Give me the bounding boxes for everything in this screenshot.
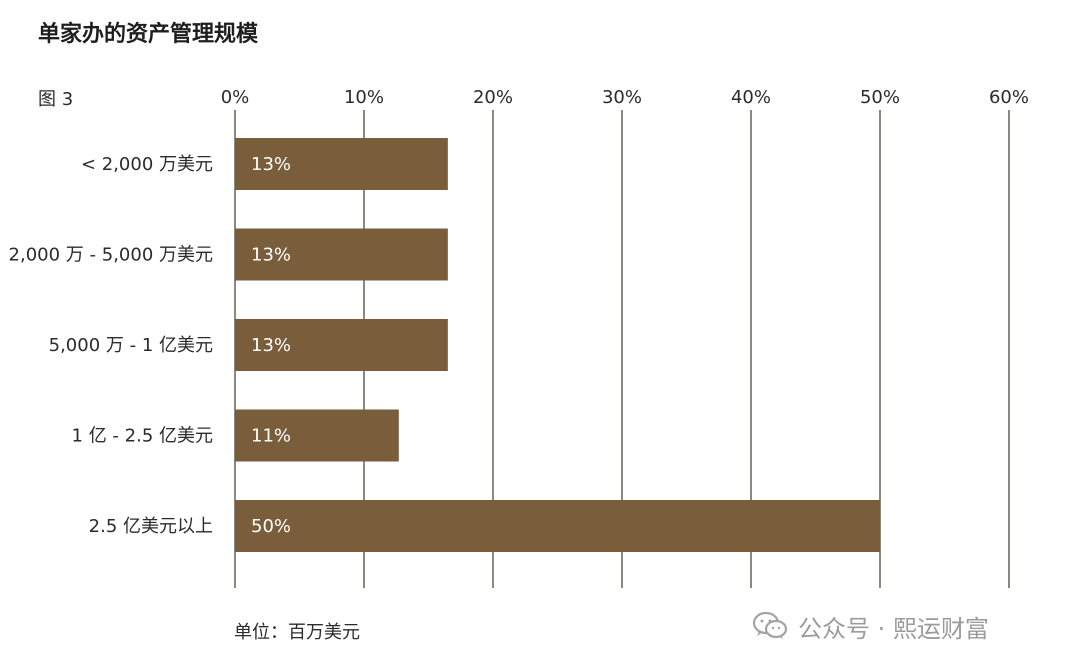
category-label: < 2,000 万美元: [81, 154, 213, 175]
x-tick-label: 20%: [473, 87, 513, 108]
bars: 13% 13% 13% 11% 50%: [235, 138, 880, 552]
unit-note: 单位：百万美元: [234, 622, 360, 643]
x-tick-label: 30%: [602, 87, 642, 108]
category-label: 5,000 万 - 1 亿美元: [49, 335, 213, 356]
category-label: 1 亿 - 2.5 亿美元: [72, 426, 213, 447]
bar-data-label: 50%: [251, 516, 291, 537]
watermark-text: 公众号 · 熙运财富: [798, 614, 989, 643]
bar: [235, 409, 399, 462]
bar: [235, 228, 448, 281]
x-tick-label: 50%: [860, 87, 900, 108]
x-tick-label: 0%: [221, 87, 250, 108]
category-labels: < 2,000 万美元 2,000 万 - 5,000 万美元 5,000 万 - …: [9, 154, 213, 537]
wechat-icon: [752, 611, 788, 639]
bar-data-label: 13%: [251, 154, 291, 175]
bar-data-label: 13%: [251, 245, 291, 266]
bar: [235, 319, 448, 371]
watermark: 公众号 · 熙运财富: [752, 606, 989, 646]
bar: [235, 500, 880, 552]
category-label: 2.5 亿美元以上: [89, 516, 213, 537]
bar: [235, 138, 448, 190]
bar-data-label: 11%: [251, 426, 291, 447]
x-tick-label: 10%: [344, 87, 384, 108]
x-tick-label: 40%: [731, 87, 771, 108]
x-tick-label: 60%: [989, 87, 1029, 108]
page-title: 单家办的资产管理规模: [38, 22, 259, 47]
bar-data-label: 13%: [251, 335, 291, 356]
category-label: 2,000 万 - 5,000 万美元: [9, 245, 213, 266]
figure-label: 图 3: [38, 89, 74, 110]
x-axis-tick-labels: 0% 10% 20% 30% 40% 50% 60%: [221, 87, 1029, 108]
